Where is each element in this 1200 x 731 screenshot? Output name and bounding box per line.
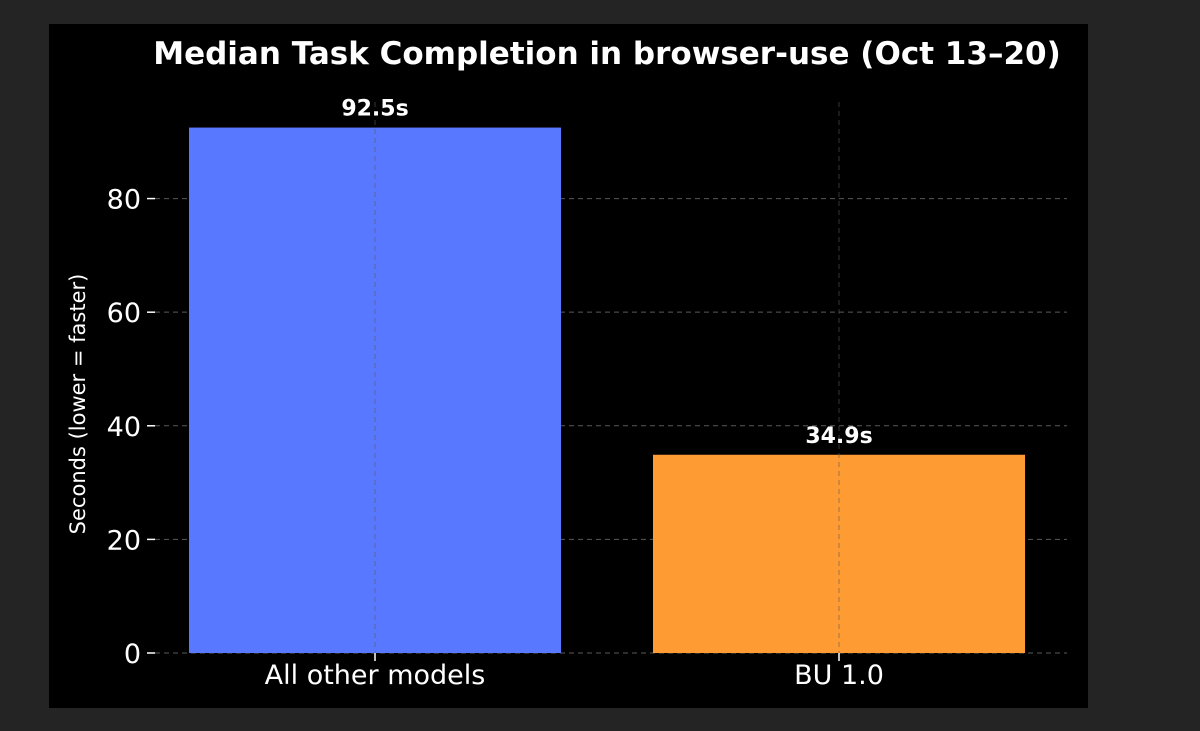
y-tick-label-20: 20 [107,525,141,556]
value-label-1: 34.9s [805,424,872,449]
y-tick-label-60: 60 [107,298,141,329]
bar-chart: 0 20 40 60 80 All other models BU 1.0 92.5s 34… [66,36,1067,691]
data-labels: 92.5s 34.9s [341,97,872,449]
y-axis-label: Seconds (lower = faster) [66,274,90,535]
y-tick-label-80: 80 [107,185,141,216]
y-axis: 0 20 40 60 80 [107,185,155,670]
value-label-0: 92.5s [341,97,408,122]
x-axis: All other models BU 1.0 [265,653,884,691]
chart-title: Median Task Completion in browser-use (O… [153,36,1061,72]
x-tick-label-1: BU 1.0 [794,660,884,691]
y-tick-label-0: 0 [124,639,141,670]
y-tick-label-40: 40 [107,412,141,443]
x-tick-label-0: All other models [265,660,486,691]
chart-panel: 0 20 40 60 80 All other models BU 1.0 92.5s 34… [49,24,1088,708]
bars [189,127,1025,653]
